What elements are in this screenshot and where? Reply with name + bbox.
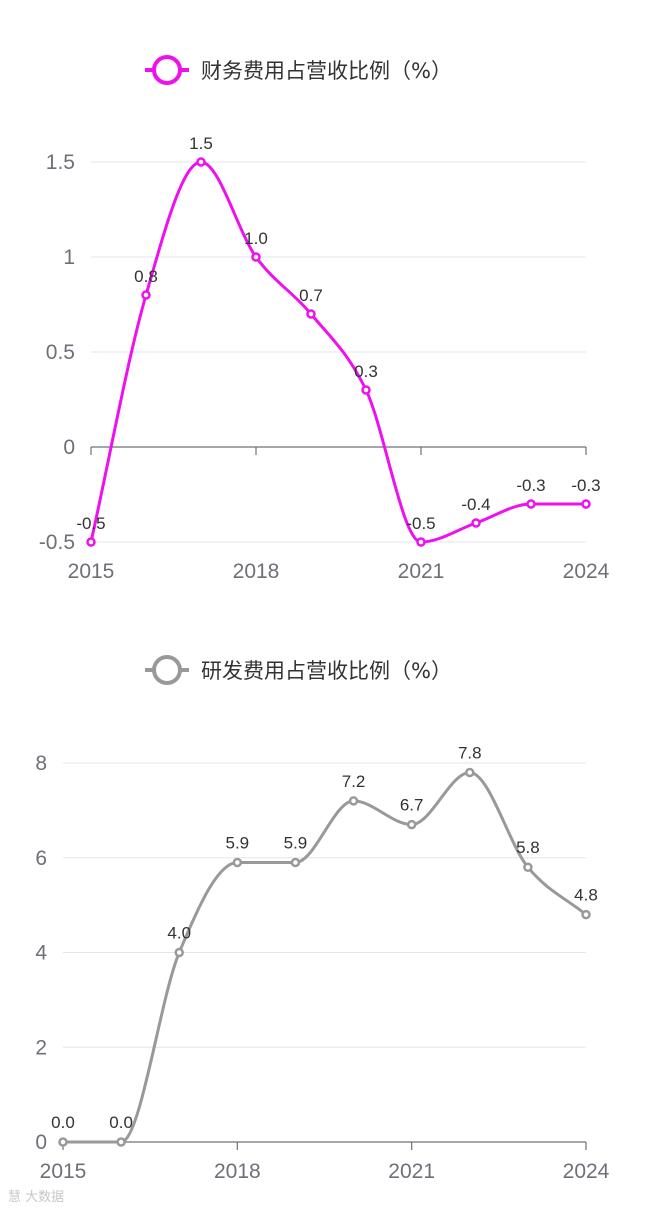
data-point xyxy=(581,499,591,509)
legend: 研发费用占营收比例（%） xyxy=(145,655,452,685)
data-label: 4.8 xyxy=(574,886,598,905)
data-label: 0.7 xyxy=(299,286,323,305)
data-label: 5.9 xyxy=(226,833,250,852)
data-label: 7.2 xyxy=(342,772,366,791)
watermark-text: 慧 大数据 xyxy=(8,1190,65,1205)
data-point xyxy=(174,947,184,958)
x-tick-label: 2015 xyxy=(40,1160,87,1183)
legend-marker xyxy=(152,55,182,85)
data-label: 7.8 xyxy=(458,743,482,762)
data-label: -0.3 xyxy=(516,476,545,495)
y-tick-label: 1.5 xyxy=(46,151,75,174)
x-tick-label: 2024 xyxy=(563,1160,610,1183)
y-tick-label: 4 xyxy=(35,942,47,965)
data-label: 1.0 xyxy=(244,229,268,248)
data-point xyxy=(416,537,426,547)
data-point xyxy=(116,1137,126,1147)
data-label: -0.5 xyxy=(76,514,105,533)
data-label: 0.3 xyxy=(354,362,378,381)
data-label: -0.3 xyxy=(571,476,600,495)
y-tick-label: 0 xyxy=(35,1131,47,1154)
x-tick-label: 2015 xyxy=(68,560,115,583)
y-tick-label: 2 xyxy=(35,1036,47,1059)
y-tick-label: 1 xyxy=(63,246,75,269)
data-label: 0.0 xyxy=(51,1113,75,1132)
legend-marker xyxy=(152,655,182,685)
data-point xyxy=(471,518,481,528)
data-point xyxy=(361,385,371,395)
legend-label: 财务费用占营收比例（%） xyxy=(201,59,452,83)
x-tick-label: 2024 xyxy=(563,560,610,583)
data-label: 5.8 xyxy=(516,838,540,857)
data-point xyxy=(348,796,359,806)
data-point xyxy=(196,157,206,167)
x-tick-label: 2021 xyxy=(398,560,445,583)
data-point xyxy=(306,309,316,319)
y-tick-label: 0.5 xyxy=(46,341,75,364)
data-point xyxy=(465,767,475,778)
data-point xyxy=(251,252,261,262)
data-label: 1.5 xyxy=(189,134,213,153)
data-label: 4.0 xyxy=(167,924,191,943)
legend: 财务费用占营收比例（%） xyxy=(145,55,452,85)
x-tick-label: 2021 xyxy=(388,1160,435,1183)
data-point xyxy=(581,909,591,920)
rd-expense-ratio-chart: 研发费用占营收比例（%） 0 2 4 6 8 2015 2018 2021 2024 0.0 0.0 4… xyxy=(35,655,610,1183)
x-tick-label: 2018 xyxy=(214,1160,261,1183)
data-label: 0.8 xyxy=(134,267,158,286)
data-label: 5.9 xyxy=(284,833,308,852)
y-tick-label: 0 xyxy=(63,436,75,459)
finance-expense-ratio-chart: 财务费用占营收比例（%） -0.5 0 0.5 1 1.5 2015 2018 2021 2024… xyxy=(39,55,610,583)
data-label: 6.7 xyxy=(400,796,424,815)
x-tick-label: 2018 xyxy=(233,560,280,583)
data-point xyxy=(58,1137,68,1147)
data-point xyxy=(290,857,301,868)
data-point xyxy=(526,499,536,509)
y-tick-label: 6 xyxy=(35,847,47,870)
legend-label: 研发费用占营收比例（%） xyxy=(201,659,452,683)
y-tick-label: -0.5 xyxy=(39,531,75,554)
data-label: -0.5 xyxy=(406,514,435,533)
data-label: -0.4 xyxy=(461,495,490,514)
data-point xyxy=(523,862,533,872)
data-label: 0.0 xyxy=(109,1113,133,1132)
series-line xyxy=(62,770,587,1144)
y-tick-label: 8 xyxy=(35,752,47,775)
data-point xyxy=(232,857,243,868)
data-point xyxy=(406,819,417,830)
data-point xyxy=(86,537,96,547)
data-point xyxy=(141,290,151,300)
